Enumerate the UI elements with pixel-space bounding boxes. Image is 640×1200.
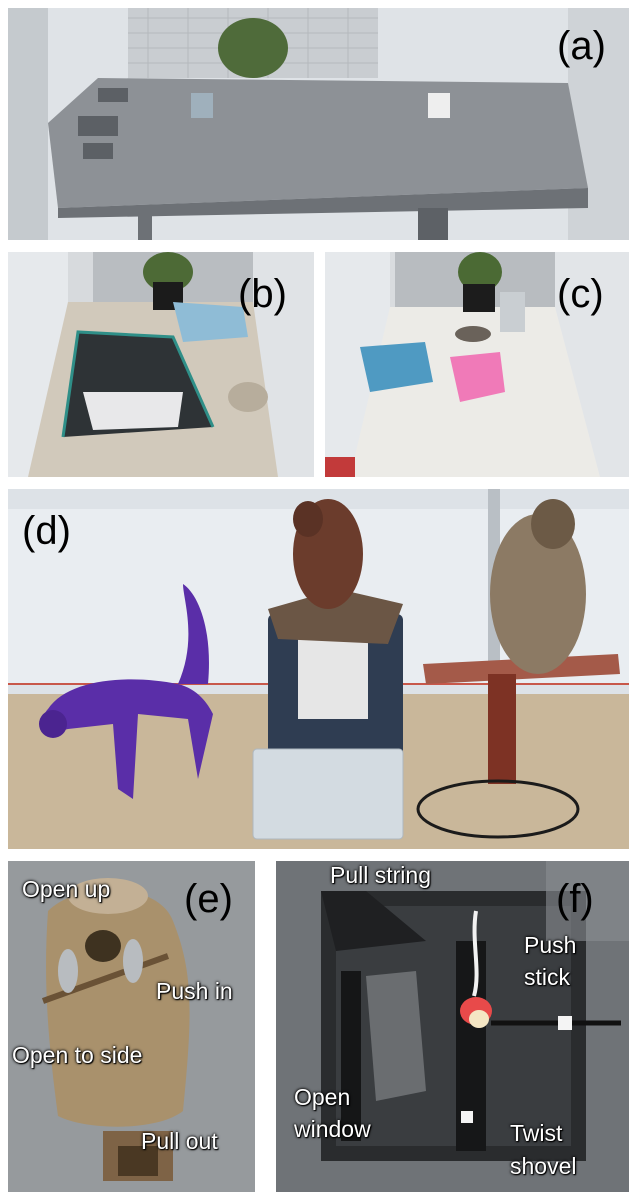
- annotation-pull-string: Pull string: [330, 862, 431, 888]
- annotation-push-stick-line1: Push: [524, 932, 577, 958]
- panel-c-label: (c): [557, 272, 604, 316]
- annotation-open-window-line1: Open: [294, 1084, 351, 1110]
- panel-b-photo: (b): [8, 252, 314, 477]
- panel-d-photo: (d): [8, 489, 629, 849]
- annotation-open-up: Open up: [22, 876, 111, 902]
- log-puzzle-photo: [8, 861, 255, 1192]
- annotation-open-to-side: Open to side: [12, 1042, 143, 1068]
- annotation-pull-out: Pull out: [141, 1128, 218, 1154]
- annotation-twist-shovel-line2: shovel: [510, 1153, 577, 1179]
- annotation-push-stick-line2: stick: [524, 964, 570, 990]
- annotation-open-window-line2: window: [294, 1116, 371, 1142]
- panel-a-label: (a): [557, 24, 606, 68]
- panel-d-label: (d): [22, 509, 71, 553]
- panel-a-photo: (a): [8, 8, 629, 240]
- panel-f-label: (f): [556, 877, 594, 921]
- panel-c-photo: (c): [325, 252, 629, 477]
- panel-f-photo: (f) Pull string Push stick Open window T…: [276, 861, 629, 1192]
- panel-e-label: (e): [184, 877, 233, 921]
- predator-models-photo: [8, 489, 629, 849]
- enclosure-tent-photo: [8, 252, 314, 477]
- annotation-twist-shovel-line1: Twist: [510, 1120, 563, 1146]
- panel-b-label: (b): [238, 272, 287, 316]
- table-photo: [8, 8, 629, 240]
- annotation-push-in: Push in: [156, 978, 233, 1004]
- panel-e-photo: (e) Open up Push in Open to side Pull ou…: [8, 861, 255, 1192]
- acrylic-puzzle-box-photo: [276, 861, 629, 1192]
- enclosure-toy-photo: [325, 252, 629, 477]
